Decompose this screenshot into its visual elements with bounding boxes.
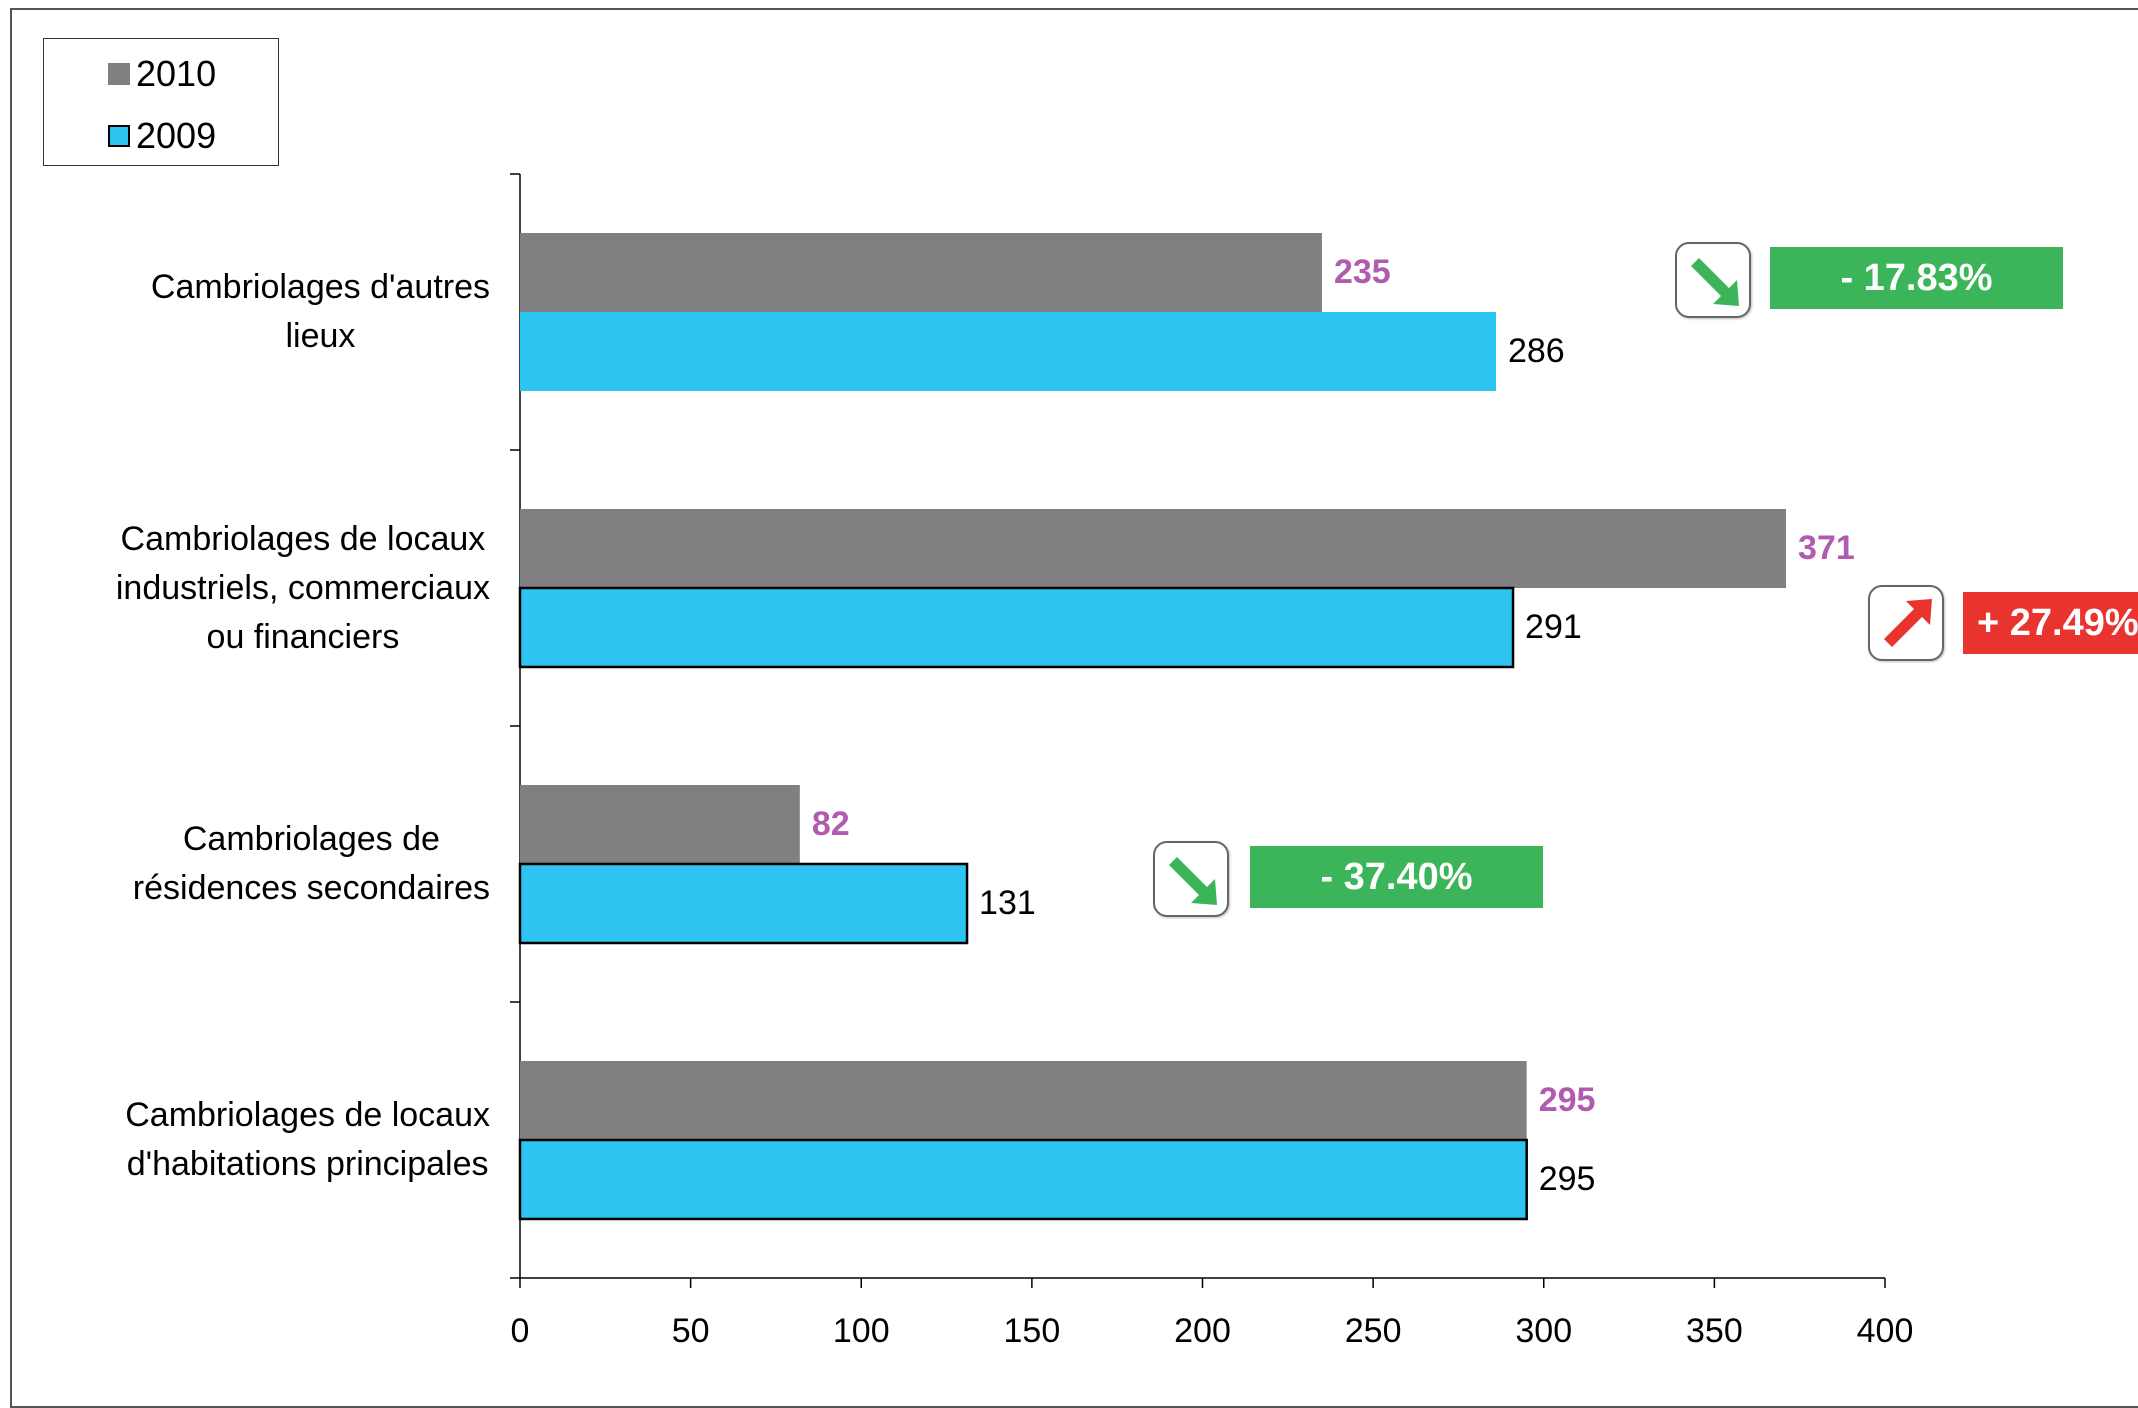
category-label-cambriolages-habitations-principales: Cambriolages de locaux d'habitations prin…	[125, 1091, 490, 1189]
category-label-line: ou financiers	[206, 617, 400, 656]
legend-item-2009: 2009	[108, 115, 216, 157]
category-label-cambriolages-autres-lieux: Cambriolages d'autres lieux	[151, 263, 490, 361]
bar-2010	[520, 1061, 1527, 1140]
bar-2009	[520, 312, 1496, 391]
category-label-line: résidences secondaires	[132, 869, 490, 907]
category-label-line: industriels, commerciaux	[115, 568, 490, 607]
x-tick-label: 400	[1856, 1312, 1914, 1350]
category-label-line: Cambriolages de locaux	[120, 519, 486, 558]
legend-item-2010: 2010	[108, 53, 216, 95]
category-label-line: d'habitations principales	[126, 1145, 489, 1183]
legend: 2010 2009	[43, 38, 279, 166]
category-label-cambriolages-residences-secondaires: Cambriolages de résidences secondaires	[133, 815, 490, 913]
x-tick-label: 200	[1174, 1312, 1231, 1350]
legend-swatch-2009	[108, 125, 130, 147]
bar-2010	[520, 509, 1787, 588]
value-label-2009: 295	[1538, 1159, 1596, 1198]
x-tick-label: 300	[1515, 1312, 1573, 1350]
arrow-up-right-icon	[1868, 585, 1944, 661]
value-label-2009: 291	[1525, 607, 1582, 646]
legend-label-2010: 2010	[136, 53, 217, 94]
x-tick-label: 350	[1686, 1312, 1743, 1350]
arrow-down-right-icon	[1675, 242, 1751, 318]
value-label-2009: 131	[979, 883, 1036, 922]
x-tick-label: 250	[1344, 1312, 1402, 1350]
x-tick-label: 100	[832, 1312, 890, 1350]
category-label-line: lieux	[285, 317, 356, 355]
bar-2009	[518, 586, 1515, 669]
value-label-2010: 371	[1798, 528, 1855, 567]
value-label-2009: 286	[1507, 331, 1565, 370]
bar-2010	[520, 785, 800, 864]
change-badge: + 27.49%	[1963, 592, 2138, 654]
category-label-line: Cambriolages de locaux	[125, 1096, 490, 1134]
legend-label-2009: 2009	[136, 115, 217, 156]
x-tick-label: 50	[671, 1312, 710, 1350]
x-tick-label: 0	[510, 1312, 530, 1350]
bar-2010	[520, 233, 1322, 312]
change-badge: - 17.83%	[1770, 247, 2063, 309]
x-tick-label: 150	[1003, 1312, 1061, 1350]
value-label-2010: 295	[1538, 1080, 1596, 1119]
value-label-2010: 82	[811, 804, 850, 843]
change-badge: - 37.40%	[1250, 846, 1543, 908]
value-label-2010: 235	[1333, 252, 1391, 291]
arrow-down-right-icon	[1153, 841, 1229, 917]
legend-swatch-2010	[108, 63, 130, 85]
category-label-cambriolages-locaux-industriels: Cambriolages de locaux industriels, comme…	[116, 515, 490, 662]
category-label-line: Cambriolages d'autres	[150, 268, 490, 306]
category-label-line: Cambriolages de	[182, 820, 440, 858]
bar-2009	[518, 1138, 1528, 1221]
bar-2009	[518, 862, 969, 945]
